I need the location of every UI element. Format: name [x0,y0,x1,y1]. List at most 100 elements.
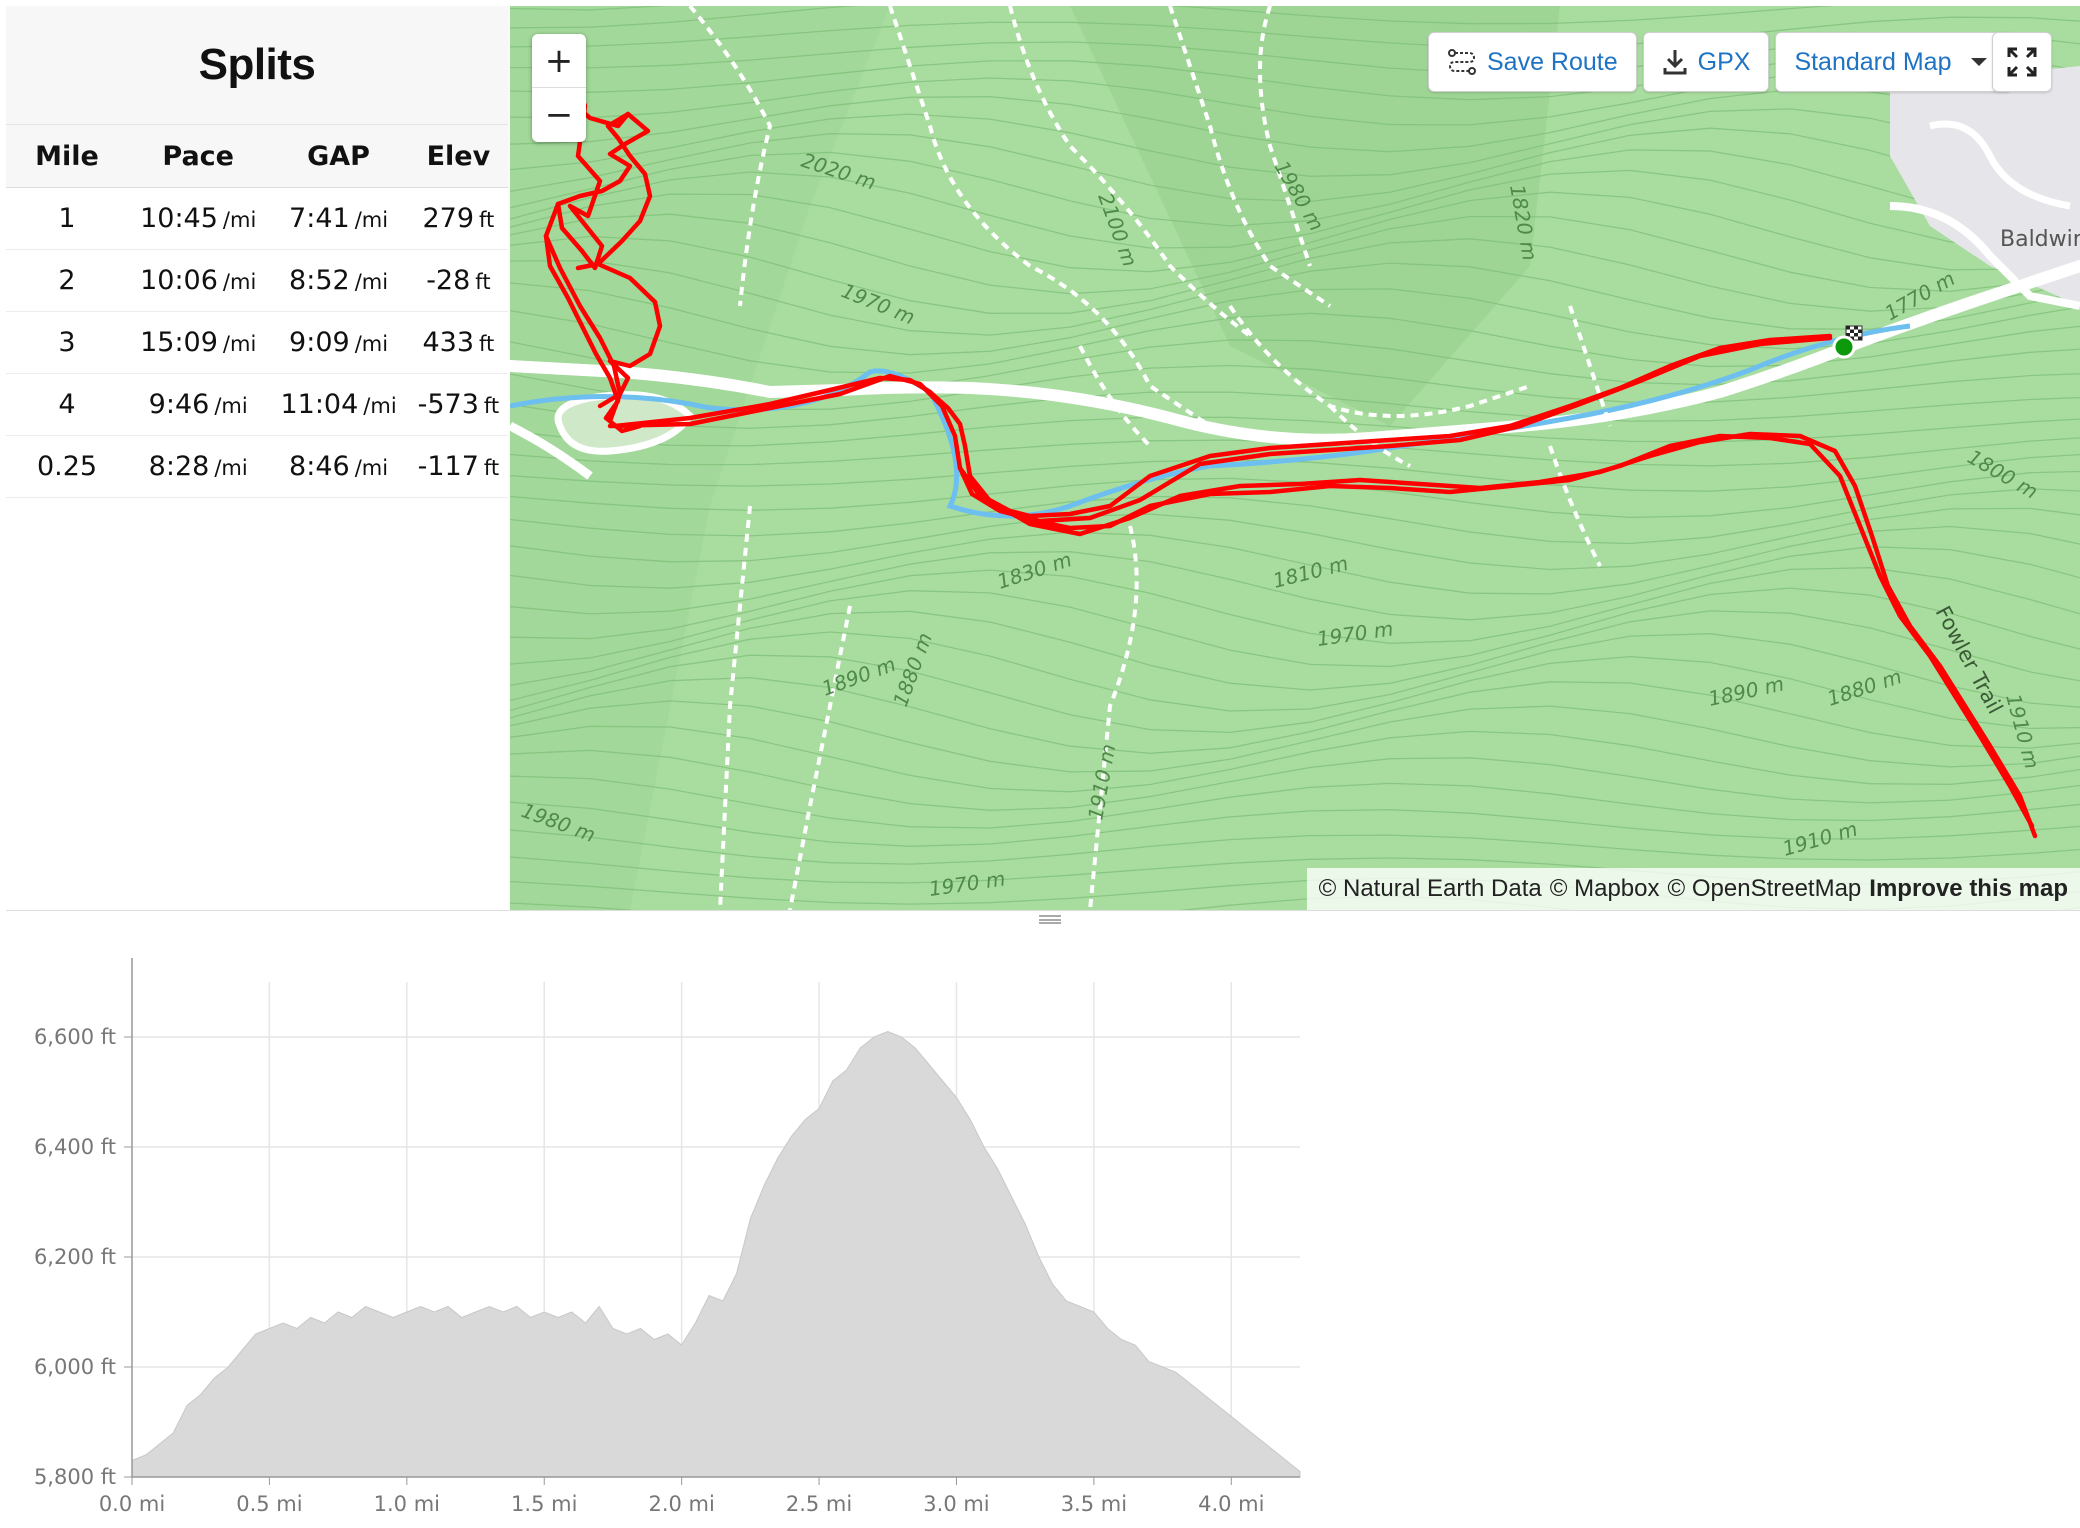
save-route-label: Save Route [1487,47,1618,76]
save-route-button[interactable]: Save Route [1428,32,1637,92]
axis-line [131,958,1300,1478]
table-row: 4 9:46/mi 11:04/mi -573 ft [6,373,508,436]
road [1929,120,2071,210]
column-header-elev: Elev [408,124,508,188]
split-pace-cell: 15:09/mi [128,311,269,374]
split-elev-cell: -28 ft [408,249,508,312]
x-tick-label: 1.5 mi [511,1492,577,1516]
split-value: 7:41 [289,203,350,234]
split-value: 10:06 [140,265,218,296]
split-value: 4 [58,389,76,420]
splits-header-row: Mile Pace GAP Elev [6,124,508,188]
unit-label: /mi [354,332,389,356]
unit-label: ft [479,208,495,232]
x-tick-label: 2.5 mi [786,1492,852,1516]
column-header-gap: GAP [268,124,409,188]
fullscreen-button[interactable] [1992,32,2052,92]
x-tick-label: 2.0 mi [648,1492,714,1516]
unit-label: /mi [363,394,397,418]
splits-table: Mile Pace GAP Elev 1 10:45/mi 7:41/mi 279 ft… [6,124,508,498]
split-gap-cell: 11:04/mi [268,373,409,436]
road [510,421,593,480]
split-value: -117 [417,451,479,482]
split-value: 9:09 [289,327,350,358]
table-row: 3 15:09/mi 9:09/mi 433 ft [6,311,508,374]
elevation-chart[interactable]: 5,800 ft 6,000 ft 6,200 ft 6,400 ft 6,600 ft… [6,930,1806,1528]
unit-label: /mi [214,394,248,418]
zoom-in-button[interactable]: + [532,34,586,88]
split-value: 10:45 [140,203,218,234]
split-elev-cell: -573 ft [408,373,508,436]
zoom-out-button[interactable]: − [544,94,574,135]
splits-panel: Splits Mile Pace GAP Elev 1 10:45/mi 7:41/… [6,6,508,910]
resize-divider[interactable] [6,910,2080,929]
split-gap-cell: 9:09/mi [268,311,409,374]
table-row: 1 10:45/mi 7:41/mi 279 ft [6,187,508,250]
unit-label: /mi [222,270,257,294]
x-tick-label: 4.0 mi [1198,1492,1264,1516]
split-gap-cell: 7:41/mi [268,187,409,250]
zoom-control: + − [532,34,586,142]
chevron-down-icon [1971,58,1988,66]
road [1889,202,2080,310]
split-mile-cell: 2 [6,249,128,312]
unit-label: /mi [354,208,389,232]
route-map[interactable]: 2020 m 1970 m 2100 m 1980 m 1820 m 1770 m 1800… [510,6,2080,910]
split-mile-cell: 4 [6,373,128,436]
unit-label: ft [483,394,500,418]
split-pace-cell: 8:28/mi [128,435,269,498]
split-pace-cell: 10:06/mi [128,249,269,312]
split-elev-cell: 433 ft [408,311,508,374]
split-value: 0.25 [36,451,98,482]
splits-header: Splits [6,6,508,124]
gpx-download-button[interactable]: GPX [1642,32,1770,92]
split-mile-cell: 3 [6,311,128,374]
y-tick-label: 6,600 ft [34,1025,116,1049]
split-value: 8:46 [289,451,350,482]
unit-label: /mi [214,456,248,480]
unit-label: ft [479,332,495,356]
split-pace-cell: 9:46/mi [128,373,269,436]
gpx-label: GPX [1697,47,1751,76]
map-attribution: © Natural Earth Data © Mapbox © OpenStre… [1306,868,2080,910]
map-style-select[interactable]: Standard Map [1775,32,2013,92]
splits-title: Splits [198,40,316,89]
improve-map-link[interactable]: Improve this map [1869,875,2068,902]
route-track[interactable] [543,59,2038,839]
split-elev-cell: -117 ft [408,435,508,498]
y-tick-label: 6,200 ft [34,1245,116,1269]
split-value: 279 [422,203,475,234]
elevation-area [131,1030,1301,1478]
split-elev-cell: 279 ft [408,187,508,250]
unit-label: /mi [222,208,257,232]
y-tick-label: 6,400 ft [34,1135,116,1159]
split-value: -28 [426,265,471,296]
column-header-mile: Mile [6,124,128,188]
split-value: 8:52 [289,265,350,296]
split-value: 8:28 [148,451,210,482]
attribution-mapbox[interactable]: © Mapbox [1549,875,1660,902]
split-pace-cell: 10:45/mi [128,187,269,250]
table-row: 2 10:06/mi 8:52/mi -28 ft [6,249,508,312]
split-value: 2 [58,265,76,296]
x-tick-label: 0.5 mi [236,1492,302,1516]
x-tick-label: 1.0 mi [374,1492,440,1516]
split-value: 9:46 [148,389,210,420]
finish-flag-icon[interactable] [1845,325,1863,341]
y-tick-label: 5,800 ft [34,1465,116,1489]
terrain-shade [1070,6,1560,426]
attribution-natural-earth[interactable]: © Natural Earth Data [1318,875,1542,902]
unit-label: /mi [354,456,389,480]
attribution-osm[interactable]: © OpenStreetMap [1667,875,1862,902]
x-tick-label: 3.5 mi [1061,1492,1127,1516]
start-marker-icon[interactable] [1832,335,1856,359]
fullscreen-icon [2007,47,2037,77]
x-tick-label: 0.0 mi [99,1492,165,1516]
table-row: 0.25 8:28/mi 8:46/mi -117 ft [6,435,508,498]
download-icon [1663,50,1687,75]
split-value: 1 [58,203,76,234]
place-label: Baldwin [2000,227,2080,252]
unit-label: ft [483,456,500,480]
drag-handle-icon[interactable] [1039,915,1061,924]
